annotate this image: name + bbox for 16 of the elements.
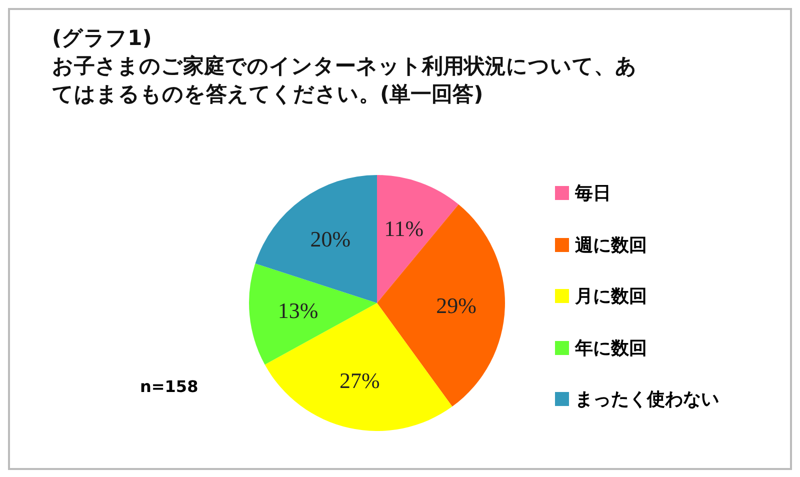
data-label: 20% (310, 226, 351, 252)
chart-subtitle: お子さまのご家庭でのインターネット利用状況について、あてはまるものを答えてください。(単一回答) (52, 53, 638, 108)
legend-label: 年に数回 (575, 336, 647, 360)
data-label: 29% (436, 292, 476, 318)
legend-label: 月に数回 (575, 285, 647, 308)
chart-title: (グラフ1) (52, 25, 152, 52)
data-label: 27% (340, 368, 380, 393)
legend-label: 週に数回 (575, 234, 647, 256)
data-label: 13% (278, 298, 318, 323)
data-label: 11% (384, 216, 424, 241)
text: n=158 (140, 377, 198, 396)
legend-label: 毎日 (575, 182, 611, 205)
pie-slice (249, 263, 377, 365)
pie-slice (377, 204, 505, 407)
legend-label: まったく使わない (575, 388, 719, 411)
pie-slice (255, 175, 377, 303)
